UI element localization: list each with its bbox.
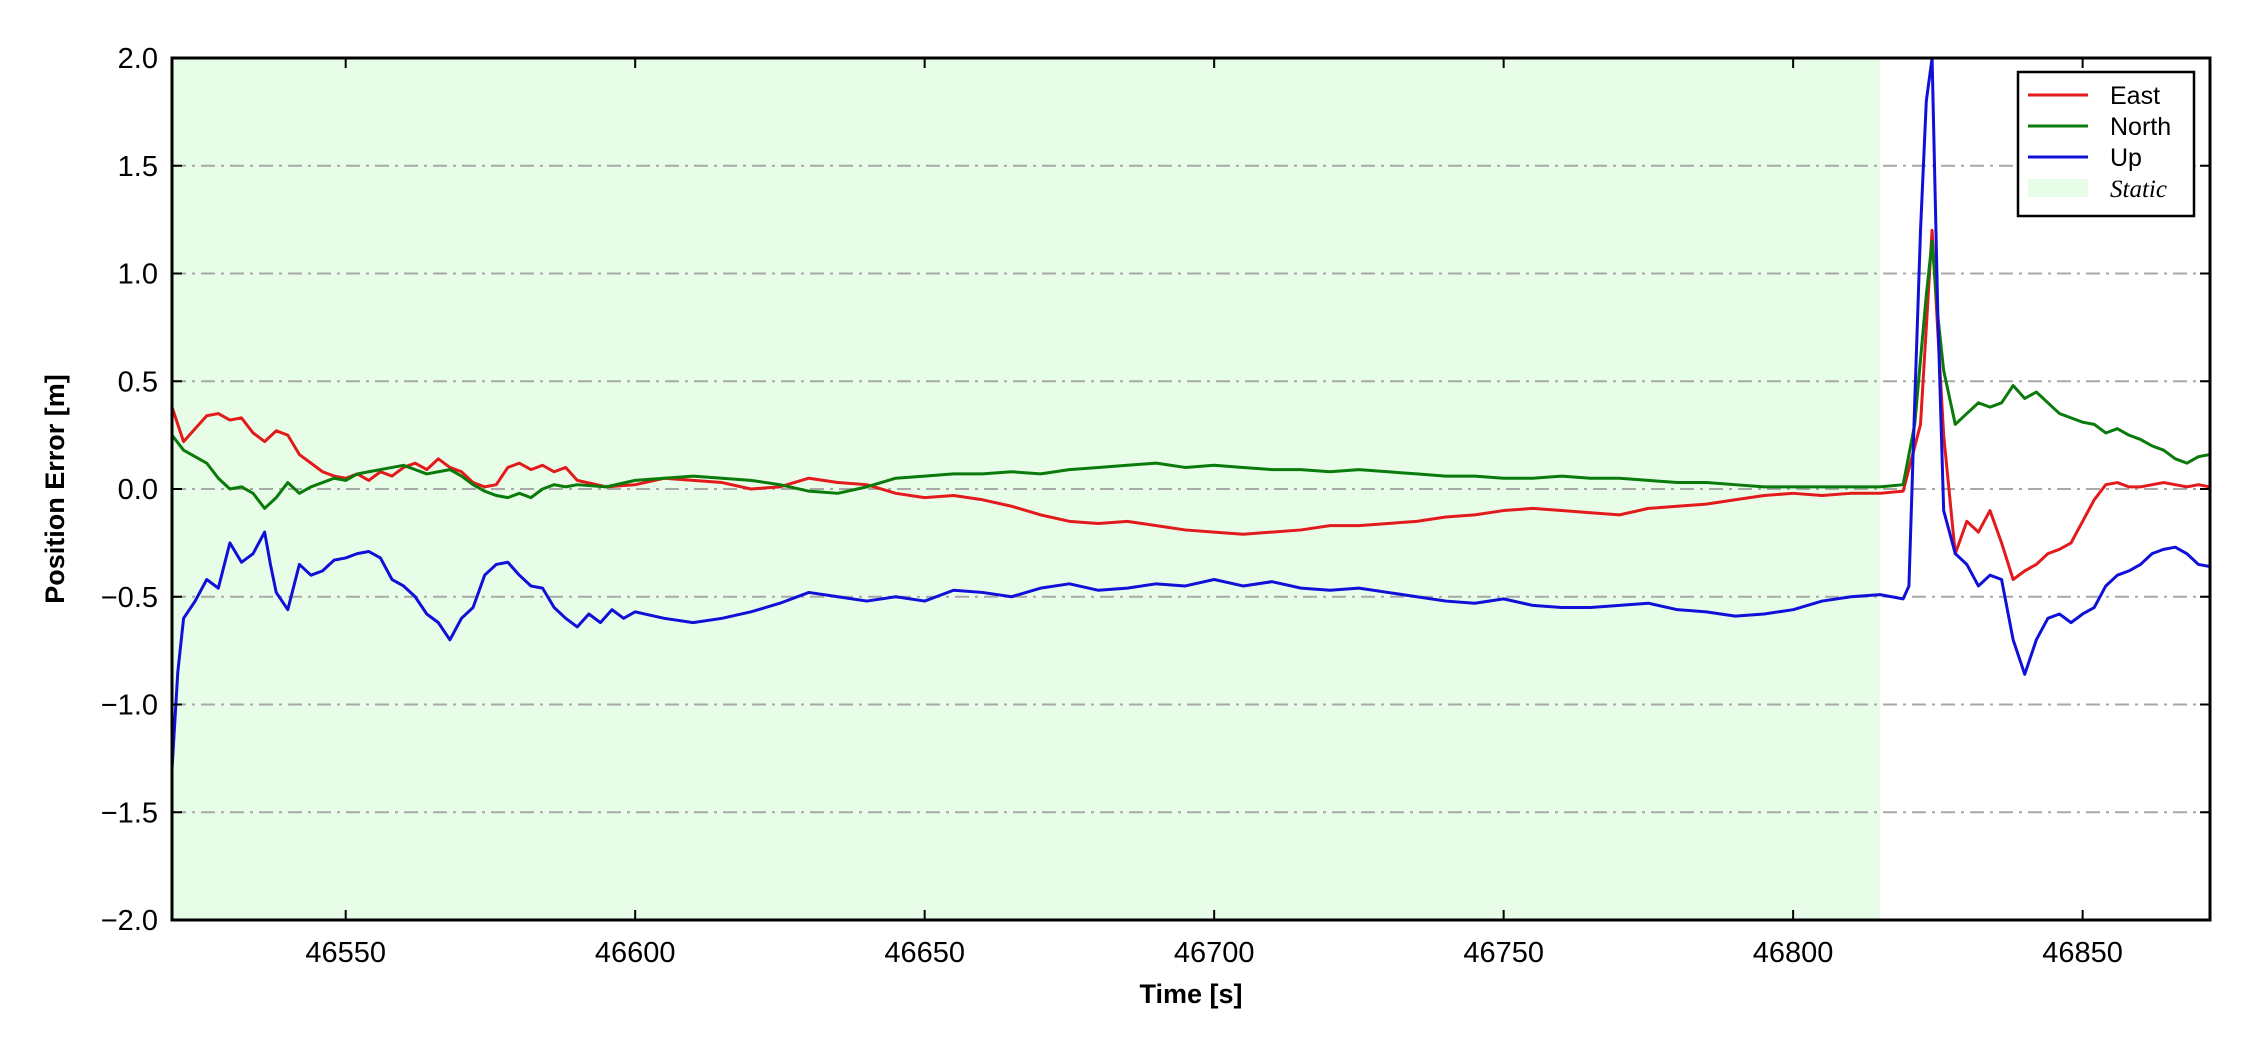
legend-label-north: North [2110, 113, 2171, 141]
y-tick-label: 2.0 [118, 43, 158, 75]
legend-label-static: Static [2110, 176, 2167, 203]
series-line-up [172, 58, 2210, 770]
y-axis-label: Position Error [m] [40, 374, 70, 604]
x-tick-label: 46850 [2042, 937, 2123, 969]
y-tick-label: 0.0 [118, 474, 158, 506]
x-tick-label: 46700 [1174, 937, 1255, 969]
grid-layer [172, 164, 2210, 814]
legend: East North Up Static [2016, 70, 2196, 218]
legend-label-east: East [2110, 82, 2160, 110]
series-layer [172, 58, 2210, 770]
series-line-north [172, 239, 2210, 510]
y-tick-label: −1.5 [101, 797, 158, 829]
x-tick-label: 46750 [1463, 937, 1544, 969]
y-tick-label: −0.5 [101, 582, 158, 614]
legend-label-up: Up [2110, 144, 2142, 172]
tick-layer: 46550 46600 46650 46700 46750 46800 46850 2.0 1.… [101, 43, 2210, 969]
y-tick-label: 0.5 [118, 366, 158, 398]
y-tick-label: −2.0 [101, 905, 158, 937]
x-tick-label: 46600 [595, 937, 676, 969]
x-tick-label: 46650 [884, 937, 965, 969]
y-tick-label: −1.0 [101, 690, 158, 722]
x-axis-label: Time [s] [1139, 979, 1242, 1009]
y-tick-label: 1.5 [118, 151, 158, 183]
x-tick-label: 46550 [305, 937, 386, 969]
series-line-east [172, 228, 2210, 582]
legend-swatch-static [2028, 179, 2088, 197]
x-tick-label: 46800 [1753, 937, 1834, 969]
y-tick-label: 1.0 [118, 259, 158, 291]
